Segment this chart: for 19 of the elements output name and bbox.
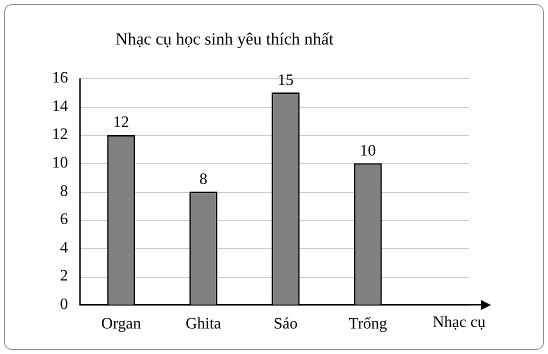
x-tick-label: Organ — [101, 316, 141, 333]
y-tick-label: 10 — [52, 154, 68, 172]
y-tick-label: 6 — [60, 211, 68, 228]
data-label: 8 — [199, 170, 208, 188]
y-tick-label: 2 — [60, 268, 68, 285]
x-tick-label: Sáo — [274, 316, 298, 333]
data-label: 10 — [360, 142, 376, 160]
y-tick-label: 4 — [60, 239, 68, 256]
y-tick-label: 12 — [52, 126, 68, 144]
x-tick-label: Trống — [348, 316, 388, 333]
y-tick-label: 14 — [52, 98, 68, 115]
y-tick-label: 16 — [52, 70, 68, 87]
y-tick-label: 0 — [60, 296, 68, 314]
x-tick-label: Ghita — [186, 316, 222, 333]
chart-title: Nhạc cụ học sinh yêu thích nhất — [115, 30, 334, 49]
y-tick-label: 8 — [60, 182, 68, 200]
data-label: 15 — [278, 72, 294, 89]
x-axis-title: Nhạc cụ — [432, 314, 486, 332]
data-label: 12 — [113, 114, 130, 132]
